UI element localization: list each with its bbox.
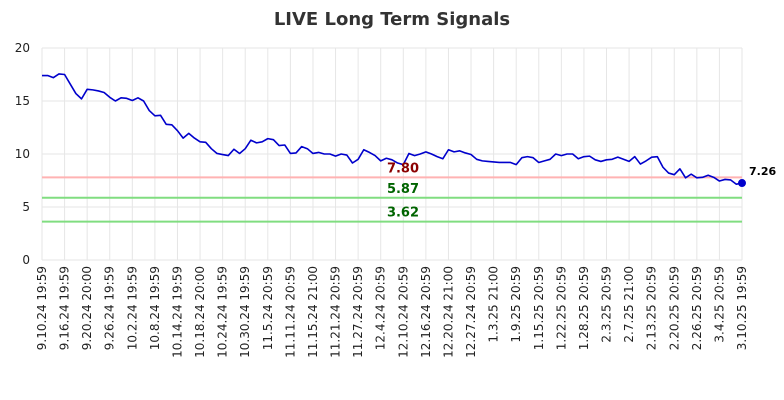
- chart-title: LIVE Long Term Signals: [274, 9, 510, 30]
- x-tick-label: 11.27.24 20:59: [351, 266, 365, 358]
- x-tick-label: 10.24.24 19:59: [216, 266, 230, 358]
- x-tick-label: 2.26.25 20:59: [690, 266, 704, 350]
- x-tick-label: 9.16.24 19:59: [58, 266, 72, 350]
- x-tick-label: 2.7.25 21:00: [622, 266, 636, 343]
- y-tick-label: 20: [15, 41, 30, 55]
- signal-label: 3.62: [387, 206, 419, 221]
- x-tick-label: 10.8.24 19:59: [148, 266, 162, 350]
- axes: 0 5 10 15 20 9.10.24 19:59 9.16.24 19:59 9.20.2…: [15, 41, 749, 358]
- x-tick-label: 12.4.24 20:59: [374, 266, 388, 350]
- x-tick-label: 2.3.25 20:59: [600, 266, 614, 343]
- x-tick-label: 9.26.24 19:59: [103, 266, 117, 350]
- x-tick-label: 10.30.24 19:59: [238, 266, 252, 358]
- x-tick-label: 11.15.24 21:00: [306, 266, 320, 358]
- x-tick-label: 11.21.24 20:59: [329, 266, 343, 358]
- x-tick-label: 1.15.25 20:59: [532, 266, 546, 350]
- x-tick-label: 10.18.24 20:00: [193, 266, 207, 358]
- signal-label: 7.80: [387, 161, 419, 176]
- x-tick-label: 10.14.24 19:59: [170, 266, 184, 358]
- x-tick-label: 10.2.24 19:59: [125, 266, 139, 350]
- x-tick-label: 3.10.25 19:59: [735, 266, 749, 350]
- x-tick-label: 3.4.25 20:59: [712, 266, 726, 343]
- x-tick-label: 11.5.24 20:59: [261, 266, 275, 350]
- x-tick-label: 9.20.24 20:00: [80, 266, 94, 350]
- y-tick-label: 10: [15, 147, 30, 161]
- grid: [41, 47, 743, 261]
- y-tick-label: 5: [22, 200, 30, 214]
- x-tick-label: 1.28.25 20:59: [577, 266, 591, 350]
- last-point-marker: [738, 179, 746, 188]
- x-tick-label: 11.11.24 20:59: [283, 266, 297, 358]
- x-tick-label: 12.10.24 20:59: [396, 266, 410, 358]
- y-tick-label: 15: [15, 94, 30, 108]
- price-line: [42, 73, 743, 186]
- y-tick-label: 0: [22, 253, 30, 267]
- x-tick-label: 1.22.25 20:59: [554, 266, 568, 350]
- labels: 7.80 5.87 3.62 7.26: [387, 161, 777, 220]
- x-tick-label: 2.20.25 20:59: [667, 266, 681, 350]
- x-tick-label: 1.3.25 21:00: [487, 266, 501, 343]
- series: [42, 73, 746, 188]
- x-tick-label: 12.20.24 21:00: [441, 266, 455, 358]
- x-tick-label: 12.16.24 20:59: [419, 266, 433, 358]
- signal-label: 5.87: [387, 182, 419, 197]
- x-tick-label: 2.13.25 20:59: [645, 266, 659, 350]
- x-tick-label: 9.10.24 19:59: [35, 266, 49, 350]
- x-tick-label: 1.9.25 20:59: [509, 266, 523, 343]
- last-value-label: 7.26: [749, 165, 776, 178]
- x-tick-label: 12.27.24 20:59: [464, 266, 478, 358]
- horizontal-levels: [42, 176, 742, 223]
